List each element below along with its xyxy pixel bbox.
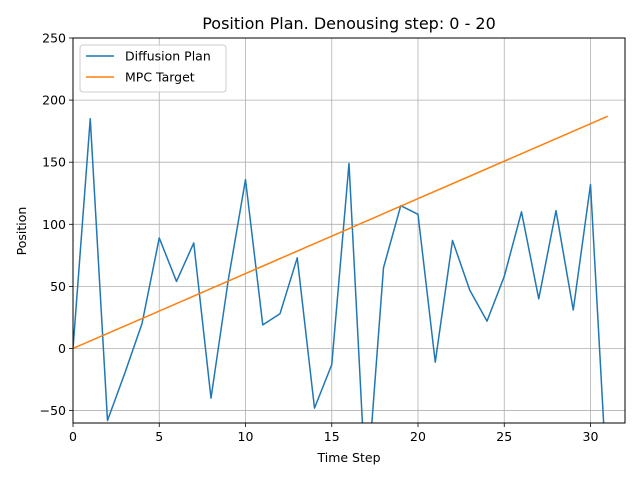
y-tick-label: 100	[42, 217, 66, 232]
y-tick-label: 0	[58, 341, 66, 356]
y-tick-label: 250	[42, 31, 66, 46]
x-tick-label: 10	[238, 429, 254, 444]
chart-title: Position Plan. Denousing step: 0 - 20	[202, 14, 496, 33]
legend-label-mpc-target: MPC Target	[125, 70, 195, 85]
x-tick-label: 25	[496, 429, 512, 444]
y-tick-label: −50	[40, 403, 66, 418]
x-tick-label: 0	[69, 429, 77, 444]
legend-box	[79, 44, 227, 93]
x-axis-label: Time Step	[316, 450, 380, 465]
series-layer	[73, 115, 609, 423]
y-tick-label: 150	[42, 155, 66, 170]
x-tick-label: 15	[324, 429, 340, 444]
x-tick-label: 30	[583, 429, 599, 444]
y-axis-label: Position	[14, 207, 29, 256]
plot-area	[73, 38, 625, 423]
plot-frame	[72, 37, 626, 424]
series-line-mpc-target	[73, 115, 609, 350]
x-tick-label: 5	[155, 429, 163, 444]
legend: Diffusion Plan MPC Target	[79, 44, 227, 93]
y-tick-label: 200	[42, 93, 66, 108]
series-line-diffusion-plan	[73, 117, 605, 423]
y-tick-label: 50	[50, 279, 66, 294]
x-tick-label: 20	[410, 429, 426, 444]
legend-label-diffusion-plan: Diffusion Plan	[125, 49, 211, 64]
